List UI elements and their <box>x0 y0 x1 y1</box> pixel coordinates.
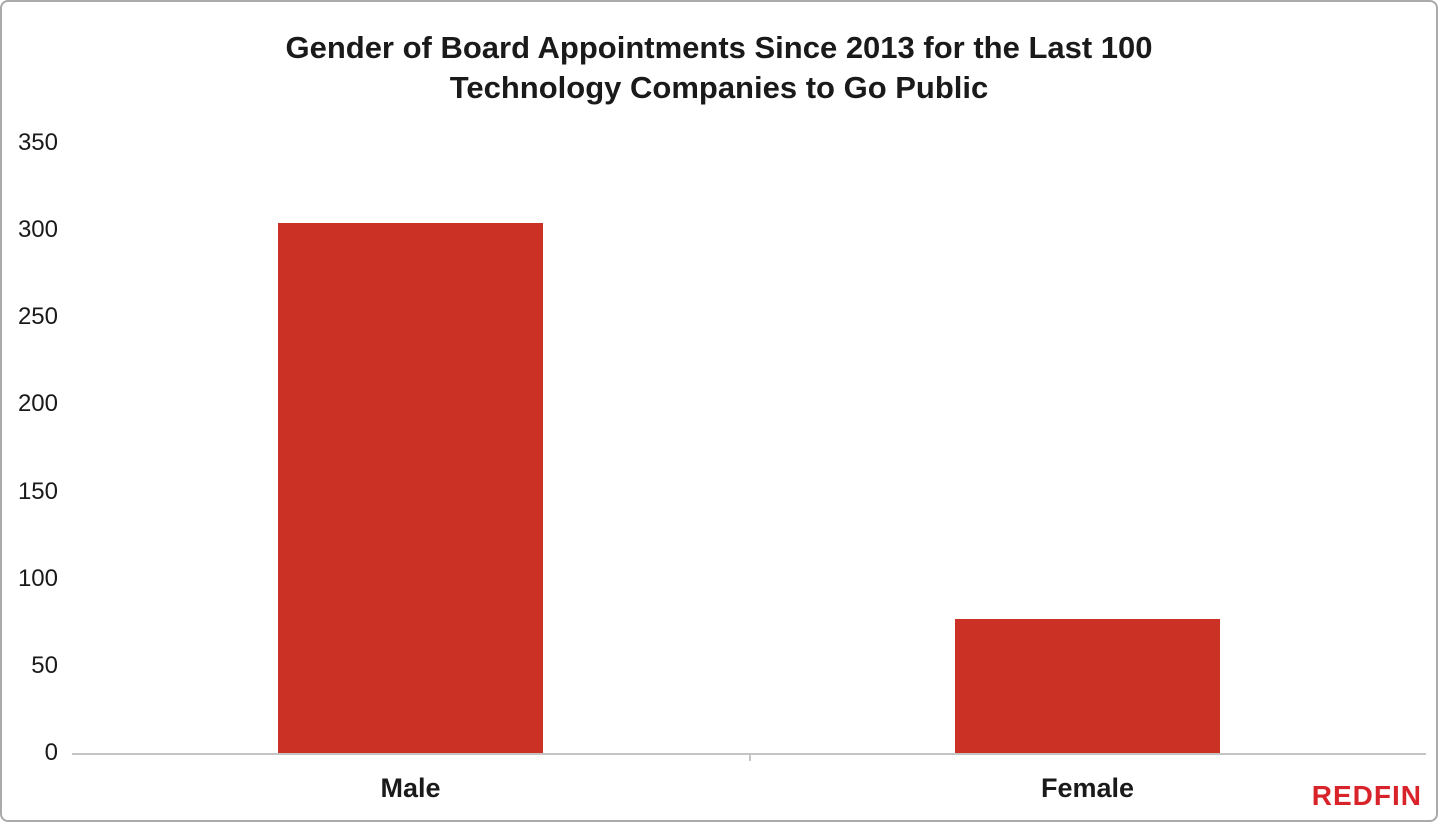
y-tick-label: 300 <box>17 216 58 244</box>
y-axis: 350 300 250 200 150 100 50 0 <box>2 129 64 766</box>
bar-male <box>278 223 543 753</box>
plot-area <box>72 143 1426 761</box>
y-tick-label: 100 <box>17 564 58 592</box>
y-tick-label: 250 <box>17 303 58 331</box>
x-axis-labels: Male Female <box>72 773 1426 809</box>
chart-title: Gender of Board Appointments Since 2013 … <box>2 28 1436 107</box>
x-label-male: Male <box>380 773 441 803</box>
x-axis-mid-tick <box>749 753 751 761</box>
y-tick-label: 0 <box>44 739 58 766</box>
y-tick-label: 150 <box>17 477 58 505</box>
bar-female <box>955 618 1220 753</box>
y-tick-label: 50 <box>31 651 58 679</box>
redfin-logo: REDFIN <box>1311 780 1422 811</box>
y-tick-label: 200 <box>17 390 58 418</box>
y-tick-label: 350 <box>17 129 58 156</box>
chart-title-line-2: Technology Companies to Go Public <box>449 69 989 105</box>
chart-title-line-1: Gender of Board Appointments Since 2013 … <box>285 30 1153 65</box>
x-label-female: Female <box>1040 773 1135 803</box>
